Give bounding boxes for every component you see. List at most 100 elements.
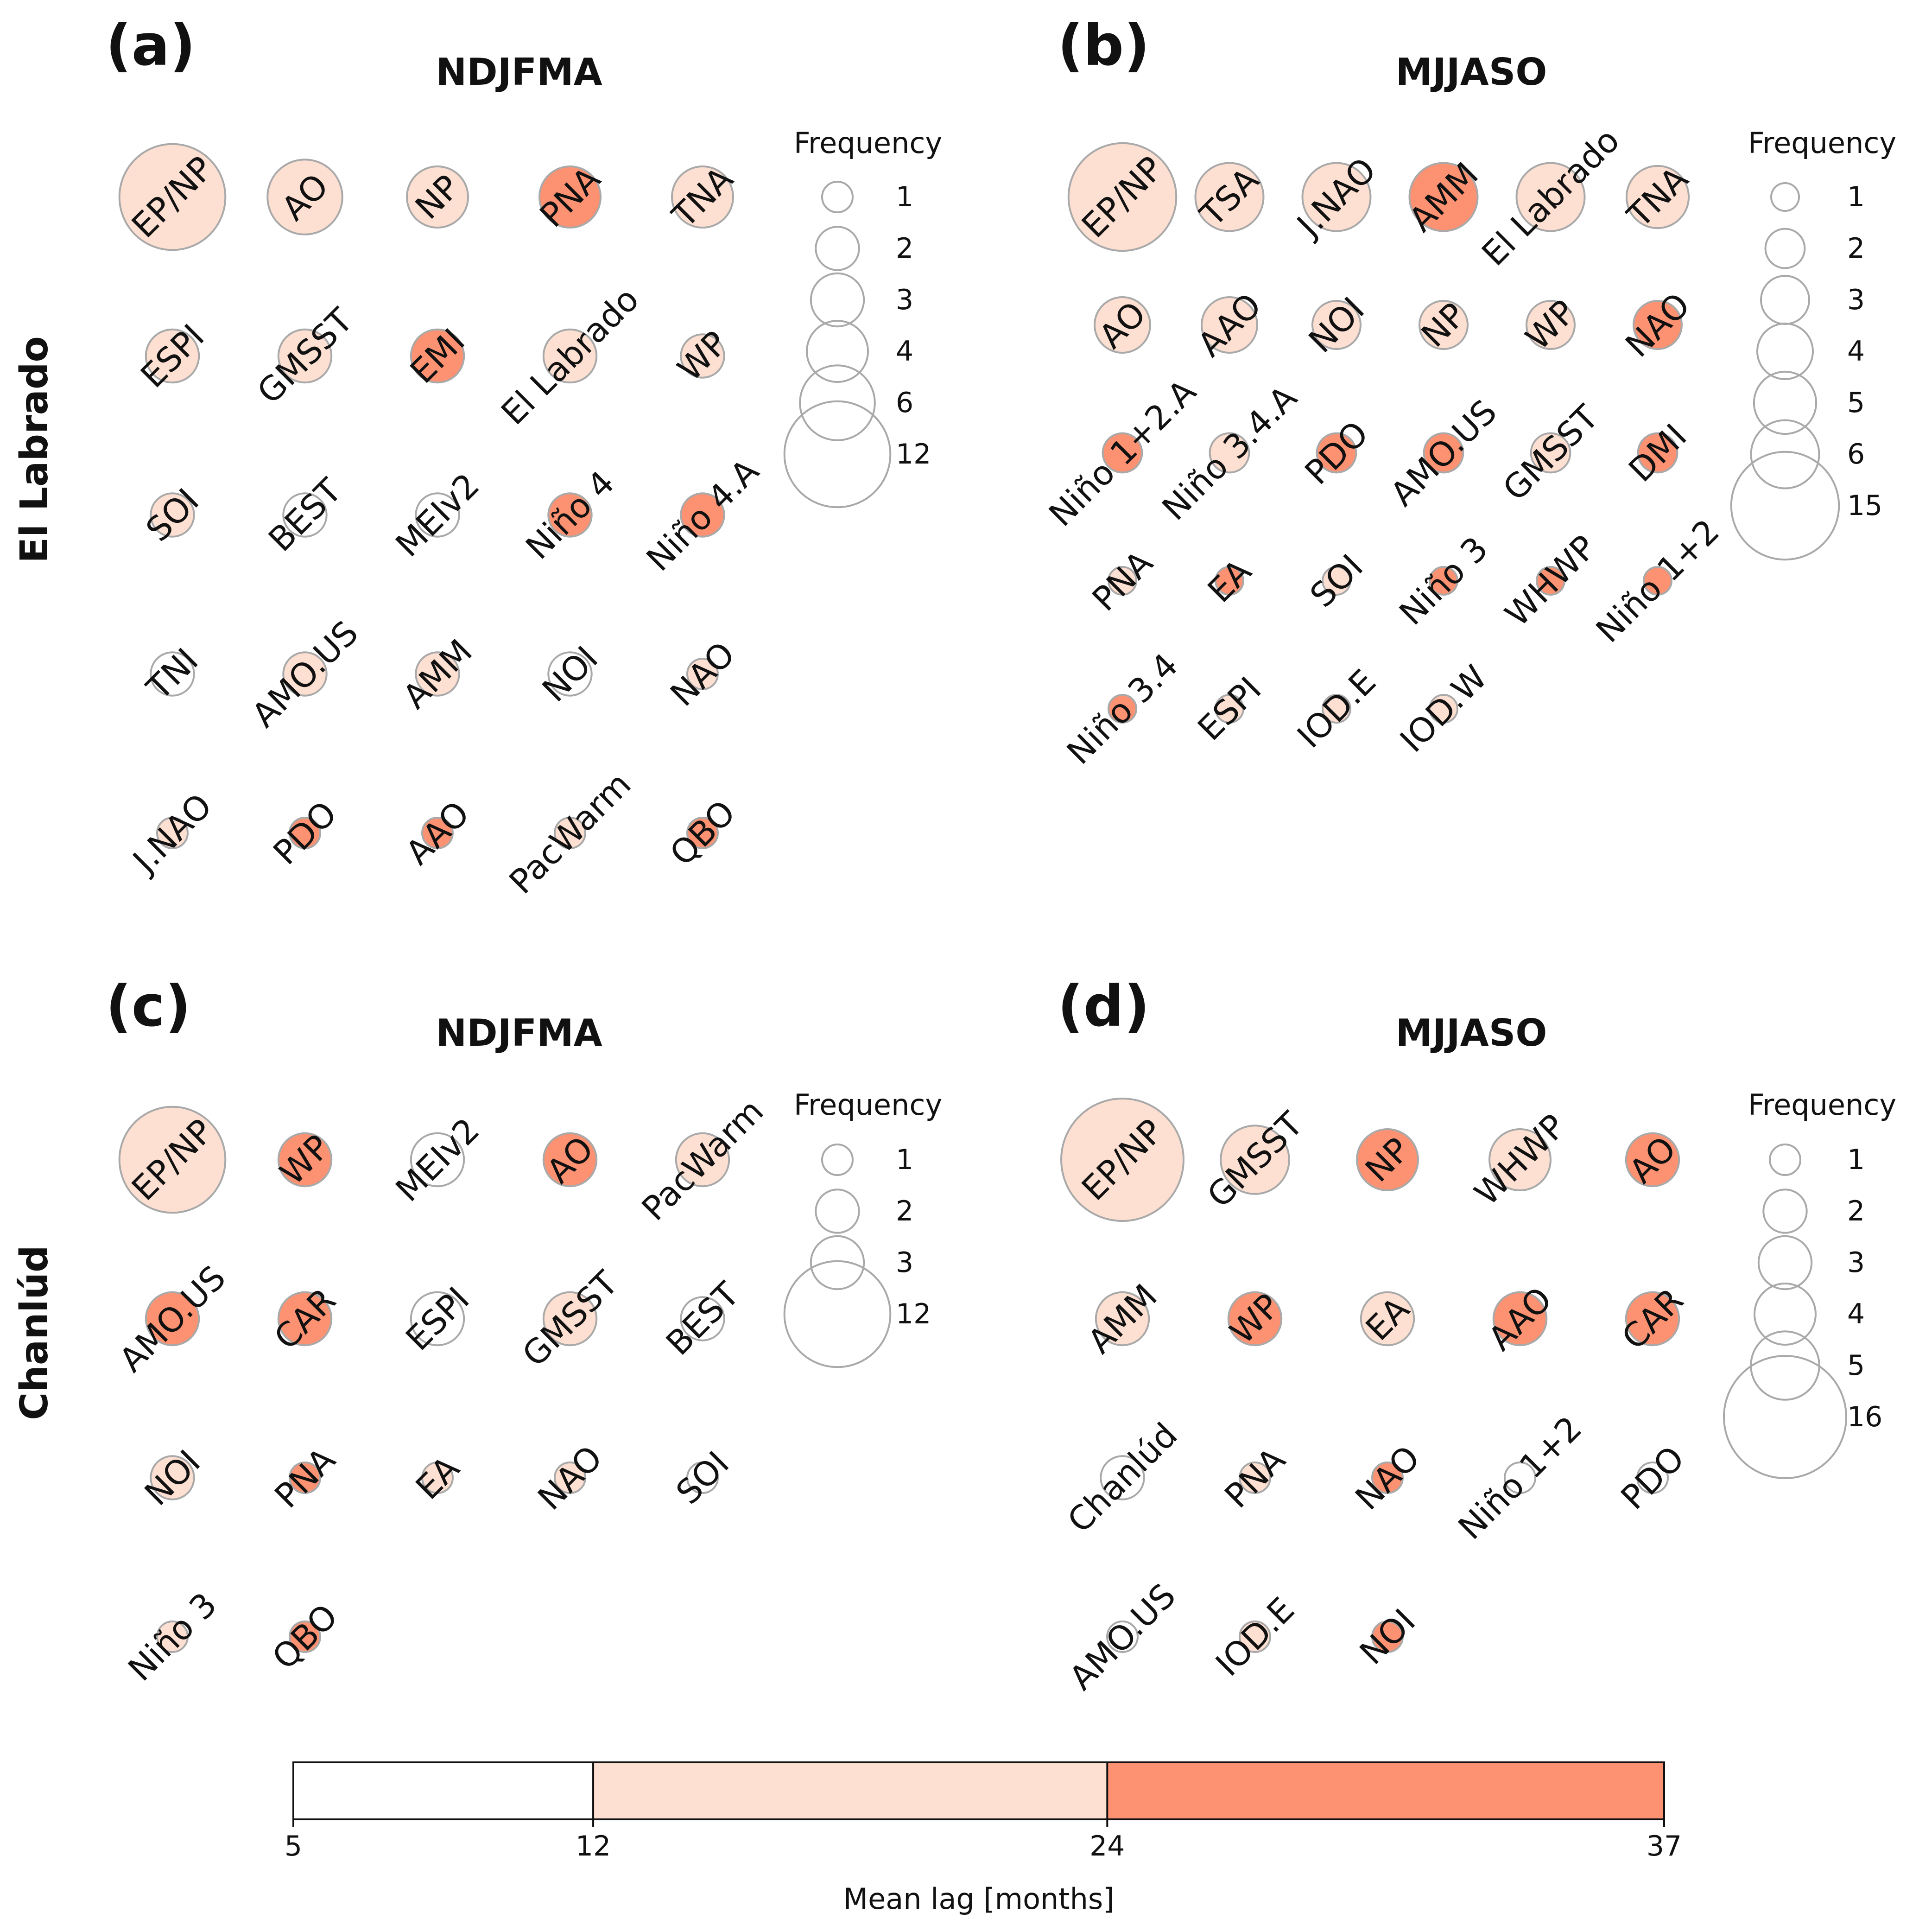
bubble-circle [1504, 1462, 1536, 1494]
bubble-circle [118, 143, 227, 251]
bubble-circle [1423, 432, 1464, 474]
legend-item: 1 [821, 181, 913, 213]
bubble-label: AAO [1190, 286, 1269, 364]
colorbar-ticks: 5 12 24 37 [285, 1762, 1682, 1862]
bubble-soi: SOI [1303, 547, 1371, 615]
bubble-label: WP [272, 1127, 337, 1192]
bubble-circle [1429, 566, 1458, 596]
panel-d: (d) MJJASO Frequency 1 2 3 4 5 16 EP/NP GMSST N… [1058, 973, 1896, 1697]
bubble-circle [1067, 142, 1178, 252]
bubble-ao: AO [539, 1129, 601, 1190]
bubble-label: SOI [1303, 547, 1371, 615]
bubble-label: Niño 3 [1392, 529, 1495, 633]
bubble-amo-us: AMO.US [1062, 1576, 1183, 1697]
bubble-amo-us: AMO.US [112, 1258, 233, 1379]
bubble-circle [1060, 1098, 1184, 1222]
bubble-espi: ESPI [1190, 669, 1269, 748]
bubble-circle [1239, 1621, 1271, 1653]
bubble-circle [282, 651, 328, 697]
bubble-label: PDO [266, 794, 344, 872]
legend-value: 4 [1847, 1298, 1865, 1330]
panel-title: MJJASO [1396, 51, 1547, 94]
bubble-circle [282, 492, 328, 538]
bubble-circle [1360, 1291, 1415, 1347]
bubble-ea: EA [408, 1449, 467, 1507]
bubble-circle [542, 1291, 598, 1347]
bubble-circle [415, 651, 460, 697]
bubble-label: PNA [1217, 1440, 1292, 1515]
bubble-label: J.NAO [124, 786, 220, 882]
bubble-circle [1356, 1128, 1419, 1191]
legend-circle [810, 272, 865, 328]
bubble-circle [1220, 1125, 1290, 1195]
colorbar-tick: 24 [1089, 1762, 1125, 1862]
bubble-gmsst: GMSST [1495, 397, 1606, 508]
bubble-label: PacWarm [502, 765, 639, 902]
bubble-pna: PNA [1217, 1440, 1292, 1515]
legend-value: 3 [1847, 284, 1865, 316]
colorbar-bin [293, 1762, 594, 1819]
bubble-label: SOI [669, 1444, 737, 1512]
bubble-circle [1371, 1621, 1404, 1653]
bubble-circle [1108, 566, 1137, 596]
legend-value: 3 [896, 1246, 913, 1279]
bubble-ao: AO [1621, 1129, 1683, 1190]
legend-item: 12 [783, 400, 931, 508]
legend-circle [1770, 182, 1800, 212]
bubble-noi: NOI [137, 1443, 208, 1513]
frequency-legend: 1 2 3 4 5 6 15 [1730, 181, 1882, 561]
bubble-circle [421, 817, 454, 849]
bubble-circle [410, 1291, 465, 1347]
colorbar-tick: 12 [576, 1762, 611, 1862]
legend-item: 12 [783, 1260, 931, 1368]
colorbar-tick-label: 37 [1647, 1830, 1682, 1862]
bubble-label: AO [1091, 294, 1153, 356]
bubble-label: ESPI [1190, 669, 1269, 748]
bubble-meiv2: MEIv2 [388, 1110, 487, 1209]
bubble-circle [1492, 1291, 1548, 1347]
bubble-ni-o-3: Niño 3 [1392, 529, 1495, 633]
bubble-pdo: PDO [266, 794, 344, 872]
colorbar-tick-label: 12 [576, 1830, 611, 1862]
bubble-label: CAR [266, 1280, 343, 1357]
bubble-label: AMO.US [244, 613, 366, 735]
bubble-label: AO [1621, 1129, 1683, 1190]
bubble-circle [289, 1462, 321, 1494]
panel-title: MJJASO [1396, 1011, 1547, 1055]
bubble-circle [277, 1291, 333, 1347]
colorbar-tick: 37 [1647, 1762, 1682, 1862]
bubble-label: Niño 3 [120, 1585, 224, 1689]
bubble-meiv2: MEIv2 [388, 465, 487, 564]
bubble-circle [1108, 694, 1137, 724]
legend-item: 2 [1764, 228, 1865, 269]
bubble-label: AMO.US [1062, 1576, 1183, 1697]
legend-item: 16 [1723, 1355, 1882, 1479]
legend-value: 1 [1847, 1144, 1865, 1176]
bubble-circle [554, 817, 586, 849]
bubble-circle [686, 658, 719, 690]
bubble-ao: AO [1091, 294, 1153, 356]
legend-title: Frequency [794, 1088, 942, 1122]
bubble-circle [1311, 300, 1362, 350]
bubble-circle [1215, 566, 1244, 596]
legend-value: 1 [896, 1144, 913, 1176]
legend-item: 6 [799, 364, 913, 441]
bubble-circle [1625, 165, 1690, 229]
bubble-qbo: QBO [662, 793, 743, 873]
bubble-label: IOD.W [1393, 658, 1495, 760]
legend-circle [821, 181, 854, 213]
legend-circle [1723, 1355, 1847, 1479]
bubble-circle [1201, 296, 1258, 354]
bubble-circle [118, 1106, 227, 1214]
legend-item: 2 [1762, 1188, 1865, 1234]
legend-circle [821, 1144, 854, 1176]
bubble-label: GMSST [1495, 397, 1606, 508]
row-label-el-labrado: El Labrado [13, 336, 57, 563]
legend-circle [1764, 228, 1806, 269]
bubble-label: NAO [663, 634, 742, 713]
colorbar-tick-label: 24 [1089, 1830, 1125, 1862]
bubble-circle [554, 1462, 586, 1494]
bubble-ea: EA [1358, 1290, 1417, 1348]
